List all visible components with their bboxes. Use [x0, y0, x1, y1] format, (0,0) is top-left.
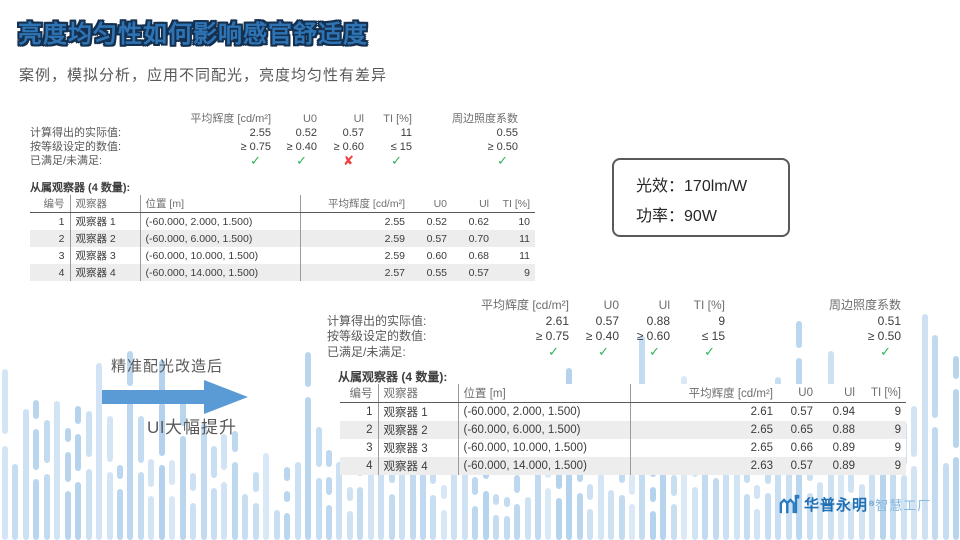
spec-value: 90W — [684, 208, 717, 225]
spec-box: 光效：170lm/W 功率：90W — [612, 158, 790, 237]
summary-corner — [327, 298, 457, 314]
company-logo: 华普永明 ® 智慧工厂 — [779, 493, 931, 515]
table-row: 1 观察器 1 (-60.000, 2.000, 1.500) 2.61 0.57 0.9… — [340, 402, 906, 421]
registered-mark-icon: ® — [869, 500, 875, 508]
observer-table-after: 编号 观察器 位置 [m] 平均辉度 [cd/m²] U0 Ul TI [%] … — [340, 384, 906, 475]
target-value: ≥ 0.50 — [867, 329, 901, 343]
observer-table-before: 编号 观察器 位置 [m] 平均辉度 [cd/m²] U0 Ul TI [%] … — [30, 195, 535, 281]
check-icon: ✓ — [598, 343, 609, 359]
observer-section-title: 从属观察器 (4 数量): — [338, 370, 448, 384]
target-value: ≥ 0.75 — [535, 329, 569, 343]
subtitle: 案例，模拟分析，应用不同配光，亮度均匀性有差异 — [19, 67, 388, 84]
col-header-ti: TI [%] — [383, 113, 412, 125]
annotation-retrofit-label: 精准配光改造后 — [111, 358, 224, 375]
check-icon: ✓ — [391, 153, 402, 168]
target-value: ≥ 0.40 — [585, 329, 619, 343]
table-row: 4 观察器 4 (-60.000, 14.000, 1.500) 2.63 0.57 0.… — [340, 457, 906, 475]
row-label-actual: 计算得出的实际值: — [30, 127, 122, 139]
target-value: ≥ 0.60 — [636, 329, 670, 343]
target-value: ≥ 0.75 — [240, 141, 271, 153]
actual-value: 0.51 — [877, 313, 901, 328]
row-label-target: 按等级设定的数值: — [30, 141, 122, 153]
actual-value: 2.55 — [249, 127, 271, 139]
table-row: 2 观察器 2 (-60.000, 6.000, 1.500) 2.59 0.57 0.7… — [30, 230, 535, 247]
actual-value: 0.88 — [646, 313, 670, 328]
row-label-fulfilled: 已满足/未满足: — [327, 344, 406, 359]
row-label-fulfilled: 已满足/未满足: — [30, 155, 103, 167]
col-header-ul: Ul — [353, 113, 364, 125]
row-label-target: 按等级设定的数值: — [327, 329, 427, 343]
spec-value: 170lm/W — [684, 178, 748, 195]
table-row: 2 观察器 2 (-60.000, 6.000, 1.500) 2.65 0.65 0.8… — [340, 421, 906, 439]
logo-suffix-text: 智慧工厂 — [875, 497, 932, 513]
spec-line-efficacy: 光效：170lm/W — [636, 172, 788, 202]
check-icon: ✓ — [497, 153, 508, 168]
row-label-actual: 计算得出的实际值: — [327, 313, 427, 328]
col-header-surround-ratio: 周边照度系数 — [452, 113, 518, 125]
actual-value: 2.61 — [545, 313, 569, 328]
check-icon: ✓ — [296, 153, 307, 168]
check-icon: ✓ — [548, 343, 559, 359]
actual-value: 0.52 — [295, 127, 317, 139]
check-icon: ✓ — [250, 153, 261, 168]
table-header-row: 编号 观察器 位置 [m] 平均辉度 [cd/m²] U0 Ul TI [%] — [340, 384, 906, 403]
logo-brand-text: 华普永明 — [804, 496, 869, 514]
target-value: ≥ 0.60 — [333, 141, 364, 153]
actual-value: 9 — [718, 313, 725, 328]
table-row: 1 观察器 1 (-60.000, 2.000, 1.500) 2.55 0.52 0.6… — [30, 212, 535, 230]
spec-line-power: 功率：90W — [636, 202, 788, 232]
actual-value: 0.55 — [496, 127, 518, 139]
arrow-right-icon — [102, 380, 248, 414]
target-value: ≤ 15 — [701, 329, 725, 343]
table-row: 3 观察器 3 (-60.000, 10.000, 1.500) 2.59 0.60 0.… — [30, 247, 535, 264]
table-row: 4 观察器 4 (-60.000, 14.000, 1.500) 2.57 0.55 0.… — [30, 264, 535, 281]
table-header-row: 编号 观察器 位置 [m] 平均辉度 [cd/m²] U0 Ul TI [%] — [30, 195, 535, 213]
page-title: 亮度均匀性如何影响感官舒适度 — [18, 21, 368, 48]
actual-value: 0.57 — [342, 127, 364, 139]
spec-label: 光效： — [636, 178, 685, 195]
col-header-avg-luminance: 平均辉度 [cd/m²] — [190, 113, 271, 125]
spec-label: 功率： — [636, 208, 685, 225]
cross-icon: ✘ — [343, 153, 354, 168]
factory-m-logo-icon — [779, 494, 800, 514]
check-icon: ✓ — [649, 343, 660, 359]
check-icon: ✓ — [880, 343, 891, 359]
col-header-avg-luminance: 平均辉度 [cd/m²] — [480, 298, 569, 312]
summary-table-before: 平均辉度 [cd/m²] U0 Ul TI [%] 周边照度系数 计算得出的实际… — [30, 112, 518, 168]
observer-section-title: 从属观察器 (4 数量): — [30, 182, 131, 194]
actual-value: 11 — [400, 127, 412, 139]
annotation-ul-improve-label: Ul大幅提升 — [147, 418, 238, 437]
target-value: ≥ 0.50 — [487, 141, 518, 153]
col-header-ti: TI [%] — [693, 298, 725, 312]
col-header-u0: U0 — [302, 113, 317, 125]
target-value: ≤ 15 — [390, 141, 412, 153]
target-value: ≥ 0.40 — [286, 141, 317, 153]
table-row: 3 观察器 3 (-60.000, 10.000, 1.500) 2.65 0.66 0.… — [340, 439, 906, 457]
check-icon: ✓ — [704, 343, 715, 359]
summary-table-after: 平均辉度 [cd/m²] U0 Ul TI [%] 周边照度系数 计算得出的实际… — [327, 298, 901, 360]
col-header-u0: U0 — [603, 298, 619, 312]
actual-value: 0.57 — [595, 313, 619, 328]
col-header-surround-ratio: 周边照度系数 — [828, 298, 901, 312]
summary-corner — [30, 112, 175, 126]
col-header-ul: Ul — [658, 298, 670, 312]
